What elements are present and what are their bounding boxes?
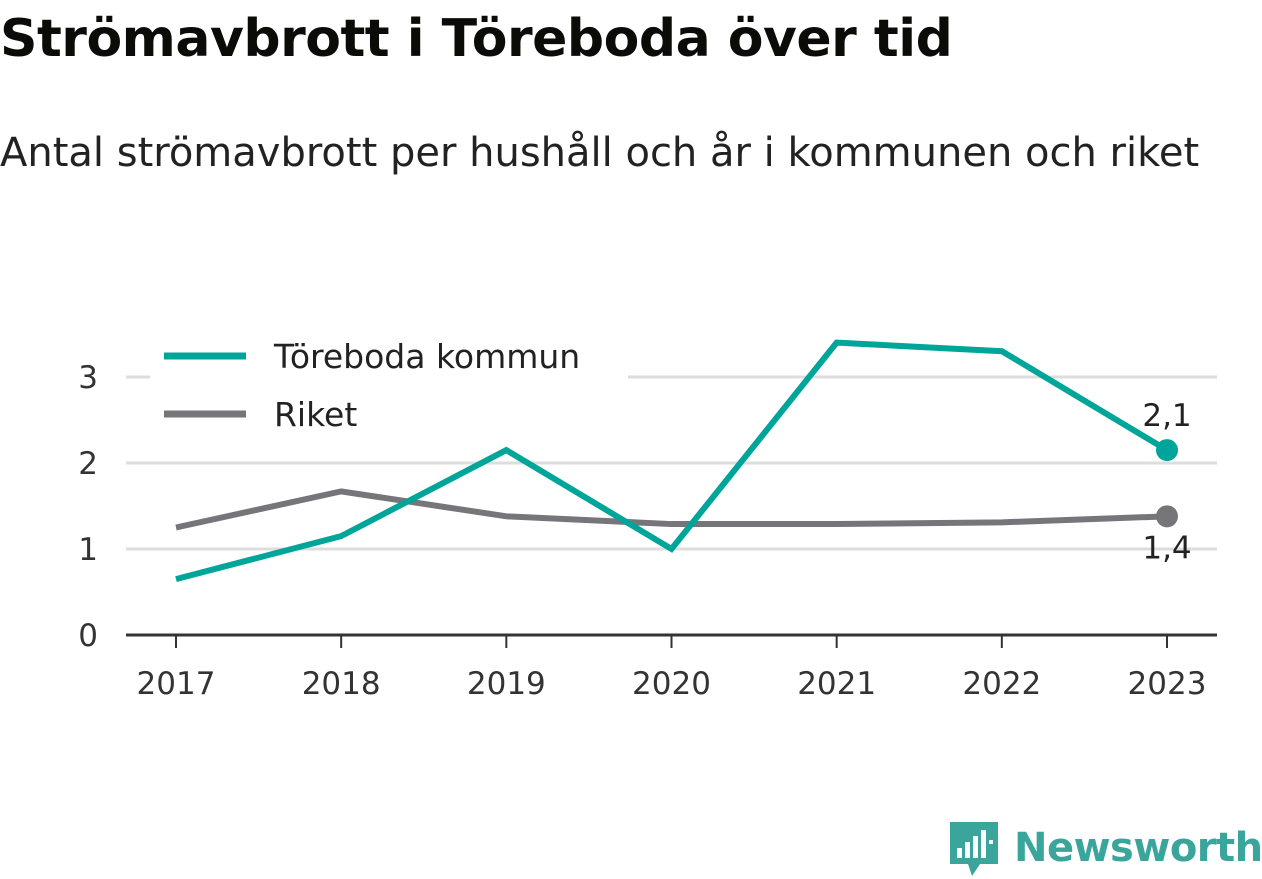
brand-name: Newsworthy — [1014, 825, 1262, 871]
y-tick-label: 1 — [78, 532, 98, 568]
end-point-riket — [1156, 505, 1178, 528]
data-labels: 2,1 1,4 — [1142, 398, 1191, 566]
legend-background — [150, 330, 628, 442]
x-tick-label: 2018 — [302, 666, 381, 702]
x-tick-label: 2022 — [962, 666, 1041, 702]
series-line-riket — [175, 488, 1168, 531]
x-tick-label: 2023 — [1128, 666, 1207, 702]
data-label-riket: 1,4 — [1142, 530, 1191, 566]
chart-title: Strömavbrott i Töreboda över tid — [0, 9, 953, 69]
y-tick-label: 2 — [78, 446, 98, 482]
x-tick-label: 2020 — [632, 666, 711, 702]
y-tick-label: 0 — [78, 618, 98, 654]
series-line-toreboda — [175, 339, 1169, 583]
y-tick-label: 3 — [78, 360, 98, 396]
x-tick-label: 2017 — [137, 666, 216, 702]
legend: Töreboda kommun Riket — [150, 330, 628, 442]
data-label-toreboda: 2,1 — [1142, 398, 1191, 434]
chart-subtitle: Antal strömavbrott per hushåll och år i … — [0, 130, 1200, 176]
series-lines — [175, 339, 1178, 583]
x-tick-label: 2019 — [467, 666, 546, 702]
newsworthy-logo: Newsworthy — [948, 818, 1262, 878]
x-tick-label: 2021 — [797, 666, 876, 702]
legend-label-toreboda: Töreboda kommun — [273, 337, 580, 376]
legend-label-riket: Riket — [274, 395, 357, 434]
end-point-toreboda — [1156, 439, 1178, 462]
axes: 0 1 2 3 2017 2018 2019 2020 2021 2022 2023 — [78, 360, 1217, 702]
newsworthy-logo-icon — [950, 822, 998, 876]
